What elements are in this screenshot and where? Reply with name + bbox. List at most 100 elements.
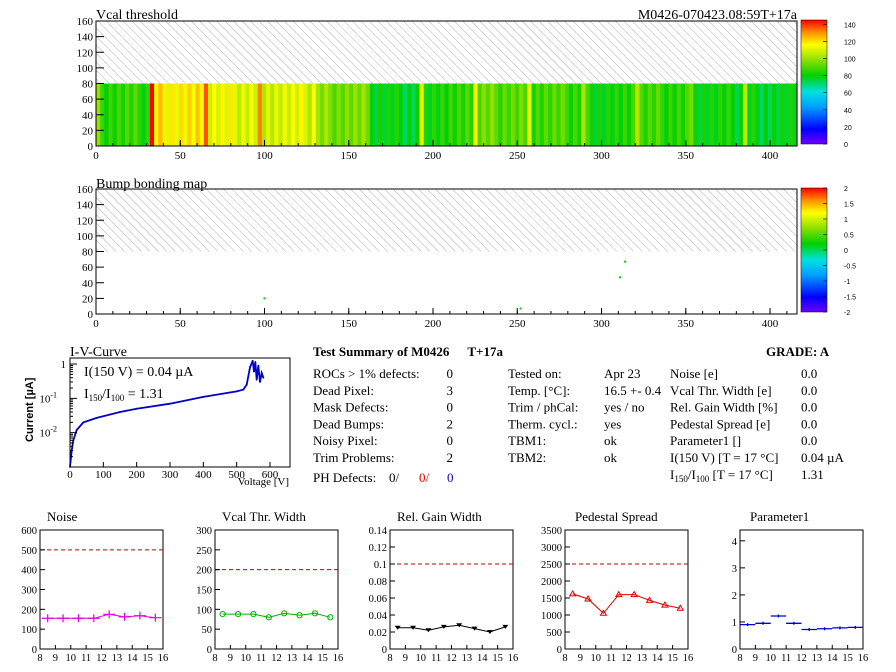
panel-x-tick-label: 14 [302,653,313,664]
heatmap-cell [120,83,126,146]
x-tick-label: 50 [175,150,187,162]
summary-col1-label-4: Noisy Pixel: [313,433,378,448]
heatmap-cell [228,83,234,146]
panel-point-5 [296,612,303,619]
panel-y-tick-label: 0 [382,645,387,656]
panel-point-0 [740,623,756,627]
heatmap-cell [709,83,715,146]
panel-y-tick-label: 150 [196,586,212,597]
iv-annotation-ratio: I150/I100 = 1.31 [84,387,164,403]
panel-point-7 [676,604,685,611]
y-tick-label: 100 [77,63,94,75]
heatmap-cell [357,83,363,146]
panel-point-3 [265,614,272,621]
heatmap-cell [560,83,566,146]
x-tick-label: 250 [509,318,526,330]
panel-x-tick-label: 10 [241,653,252,664]
heatmap-cell [527,83,533,146]
heatmap-cell [564,83,570,146]
heatmap-cell [747,83,752,146]
iv-x-tick-label: 100 [95,469,112,481]
iv-title: I-V-Curve [70,345,127,360]
summary-col2-label-1: Temp. [°C]: [508,383,570,398]
panel-point-5 [471,626,478,631]
bump-bonding-color-scale: 2 1.5 1 0.5 0 -0.5 -1 -1.5 -2 [800,186,856,317]
heatmap-cell [133,83,139,146]
color-scale-label: 100 [844,56,856,63]
heatmap-cell [353,83,358,146]
panel-x-tick-label: 8 [212,653,217,664]
panel-y-tick-label: 0 [207,645,212,656]
iv-point-18 [257,364,260,367]
heatmap-cell [680,83,686,146]
y-tick-label: 40 [82,110,94,122]
x-tick-label: 300 [593,150,610,162]
defect-point-1 [519,307,522,310]
heatmap-cell [278,83,284,146]
heatmap-cell [651,83,657,146]
heatmap-cell [162,83,168,146]
summary-col1-label-3: Dead Bumps: [313,416,384,431]
panel-point-4 [801,628,817,632]
panel-3: Pedestal Spread 8 9 10 11 12 13 14 15 16 0 500 1000 1… [541,509,693,664]
panel-title-4: Parameter1 [750,509,809,524]
panel-point-5 [816,627,833,631]
panel-x-tick-label: 16 [333,653,344,664]
bump-bonding-map: 0 50 100 150 200 250 300 350 400 0 20 40 60 80 100 120 1… [77,184,798,330]
panel-point-6 [133,611,146,620]
ph-defects-value-2: 0/ [419,470,430,485]
panel-x-tick-label: 11 [606,653,616,664]
ratio-row-label: I150/I100 [T = 17 °C] [670,467,773,484]
heatmap-cell [514,83,520,146]
panel-y-tick-label: 400 [21,566,37,577]
heatmap-cell [573,83,578,146]
x-tick-label: 400 [762,150,779,162]
panel-point-6 [311,610,319,617]
heatmap-cell [344,83,350,146]
heatmap-cell [593,83,599,146]
panel-point-2 [425,628,432,633]
panel-x-tick-label: 12 [446,653,457,664]
heatmap-cell [440,83,446,146]
ph-defects-label: PH Defects: [313,470,376,485]
panel-x-tick-label: 8 [387,653,392,664]
panel-x-tick-label: 11 [256,653,266,664]
panel-frame [389,529,514,650]
panel-x-tick-label: 14 [652,653,663,664]
heatmap-cell [261,83,267,146]
color-scale-label: 80 [844,74,852,81]
heatmap-cell [655,83,661,146]
iv-x-tick-label: 600 [262,469,279,481]
y-tick-label: 120 [77,215,94,227]
heatmap-cell [369,83,375,146]
heatmap-cell [535,83,541,146]
panel-x-tick-label: 8 [562,653,567,664]
heatmap-cell [722,83,728,146]
y-tick-label: 0 [88,309,94,321]
ph-defects-value-3: 0 [447,470,454,485]
heatmap-cell [767,83,773,146]
panel-x-tick-label: 10 [66,653,77,664]
heatmap-cell [689,83,694,146]
panel-point-7 [847,625,863,629]
panel-x-tick-label: 15 [142,653,153,664]
panel-x-tick-label: 13 [812,653,823,664]
panel-y-tick-label: 300 [21,586,37,597]
panel-point-4 [456,623,463,628]
heatmap-cell [556,83,562,146]
iv-point-6 [119,411,121,413]
summary-col3-label-5: I(150 V) [T = 17 °C] [670,450,778,465]
heatmap-cell [676,83,682,146]
summary-col2-label-2: Trim / phCal: [508,400,578,415]
panel-point-5 [645,596,654,603]
heatmap-cell [751,83,757,146]
hatched-area [96,189,797,252]
heatmap-cell [734,83,740,146]
panel-y-tick-label: 3 [732,564,737,575]
x-tick-label: 400 [762,318,779,330]
panel-title-3: Pedestal Spread [575,509,658,524]
color-scale-label: 2 [844,186,848,193]
panel-point-1 [234,610,242,618]
